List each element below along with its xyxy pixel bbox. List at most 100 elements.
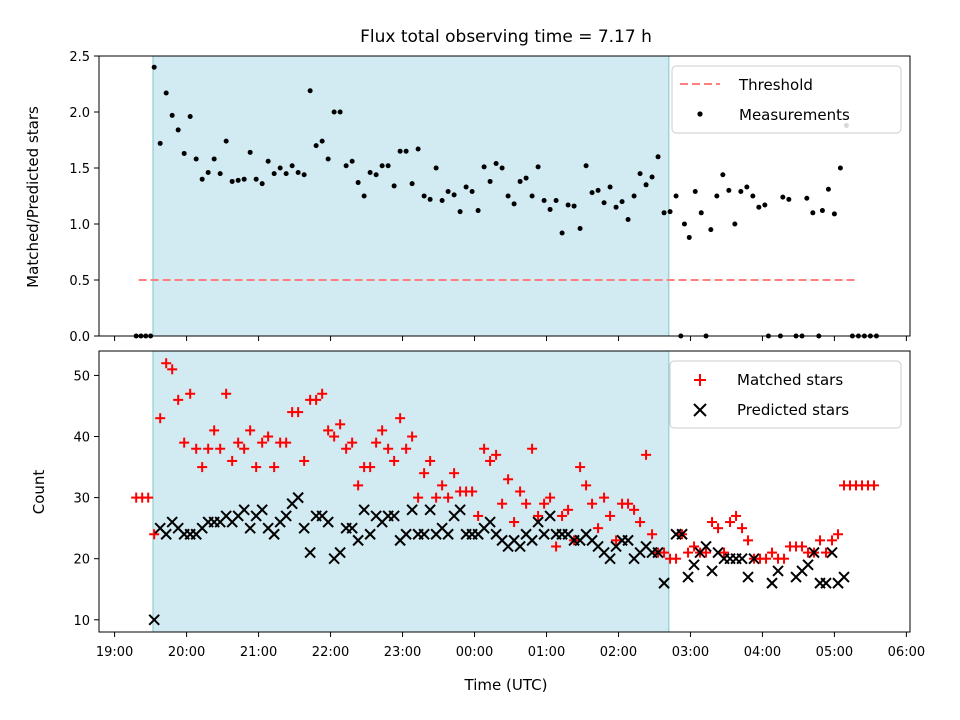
matched-star-point	[593, 523, 604, 534]
matched-star-point	[437, 480, 448, 491]
measurement-point	[837, 165, 843, 171]
predicted-star-point	[484, 516, 496, 528]
matched-star-point	[161, 358, 172, 369]
matched-star-point	[485, 455, 496, 466]
legend-matched-label: Matched stars	[737, 371, 843, 389]
predicted-star-point	[652, 546, 664, 559]
measurement-point	[427, 196, 433, 202]
matched-star-point	[173, 394, 184, 405]
x-tick-label: 02:00	[600, 645, 637, 660]
matched-star-point	[623, 498, 634, 509]
matched-star-point	[515, 486, 526, 497]
matched-star-point	[647, 529, 658, 540]
predicted-star-point	[298, 522, 310, 534]
measurement-point	[577, 225, 583, 231]
predicted-star-point	[544, 510, 556, 522]
legend-threshold-label: Threshold	[738, 76, 813, 94]
measurement-point	[661, 210, 667, 216]
x-tick-label: 06:00	[888, 645, 925, 660]
top-panel: 0.0 0.5 1.0 1.5 2.0 2.5 Matched/Predicted sta…	[24, 50, 911, 345]
predicted-star-point	[442, 528, 454, 540]
matched-star-point	[335, 419, 346, 430]
legend-matched-swatch	[694, 374, 706, 386]
measurement-point	[289, 163, 295, 169]
measurement-point	[732, 221, 738, 227]
predicted-star-point	[418, 528, 430, 540]
measurement-point	[307, 88, 313, 94]
measurement-point	[181, 150, 187, 156]
matched-star-point	[143, 492, 154, 503]
matched-star-point	[281, 437, 292, 448]
matched-star-point	[671, 553, 682, 564]
matched-star-point	[707, 517, 718, 528]
matched-star-point	[317, 388, 328, 399]
predicted-star-point	[148, 614, 160, 626]
measurement-point	[217, 171, 223, 177]
measurement-point	[589, 190, 595, 196]
bottom-y-tick-label: 20	[73, 553, 90, 568]
matched-star-point	[761, 553, 772, 564]
matched-star-point	[827, 535, 838, 546]
measurement-point	[205, 169, 211, 175]
measurement-point	[673, 193, 679, 199]
matched-star-point	[467, 486, 478, 497]
predicted-star-point	[766, 577, 778, 589]
matched-star-point	[365, 462, 376, 473]
measurement-point	[714, 193, 720, 199]
matched-star-point	[209, 425, 220, 436]
matched-star-point	[509, 517, 520, 528]
measurement-point	[631, 193, 637, 199]
predicted-star-point	[424, 504, 436, 516]
top-y-tick-label: 2.5	[69, 50, 90, 65]
matched-star-point	[311, 394, 322, 405]
matched-star-point	[635, 517, 646, 528]
measurement-point	[756, 204, 762, 210]
measurement-point	[780, 194, 786, 200]
matched-star-point	[629, 504, 640, 515]
top-shaded-interval	[152, 55, 670, 337]
matched-star-point	[371, 437, 382, 448]
matched-star-point	[737, 523, 748, 534]
matched-star-point	[167, 364, 178, 375]
matched-star-point	[389, 455, 400, 466]
matched-star-point	[563, 504, 574, 515]
matched-star-point	[605, 510, 616, 521]
x-tick-label: 19:00	[96, 645, 133, 660]
predicted-star-point	[604, 552, 616, 565]
predicted-star-point	[658, 577, 670, 589]
matched-star-point	[821, 547, 832, 558]
measurement-point	[229, 178, 235, 184]
predicted-star-point	[346, 522, 358, 534]
matched-star-point	[797, 541, 808, 552]
bottom-y-tick-label: 50	[73, 369, 90, 384]
matched-star-point	[743, 535, 754, 546]
measurement-point	[157, 140, 163, 146]
measurement-point	[451, 192, 457, 198]
x-tick-label: 22:00	[312, 645, 349, 660]
measurement-point	[403, 148, 409, 154]
predicted-star-point	[304, 546, 316, 559]
matched-star-point	[533, 510, 544, 521]
measurement-point	[421, 193, 427, 199]
measurement-point	[804, 195, 810, 201]
measurement-point	[681, 221, 687, 227]
matched-star-point	[689, 541, 700, 552]
measurement-point	[259, 181, 265, 187]
matched-star-point	[551, 541, 562, 552]
matched-star-point	[413, 492, 424, 503]
matched-star-point	[329, 431, 340, 442]
measurement-point	[553, 197, 559, 203]
measurement-point	[319, 138, 325, 144]
top-y-tick-label: 1.5	[69, 162, 90, 177]
matched-star-point	[251, 462, 262, 473]
top-y-tick-label: 1.0	[69, 218, 90, 233]
bottom-y-axis-label: Count	[30, 470, 48, 515]
matched-star-point	[611, 535, 622, 546]
matched-star-point	[233, 437, 244, 448]
top-y-tick-label: 0.0	[69, 330, 90, 345]
measurement-point	[337, 109, 343, 115]
predicted-star-point	[268, 528, 280, 540]
x-tick-label: 05:00	[816, 645, 853, 660]
predicted-star-point	[406, 504, 418, 516]
measurement-point	[686, 234, 692, 240]
